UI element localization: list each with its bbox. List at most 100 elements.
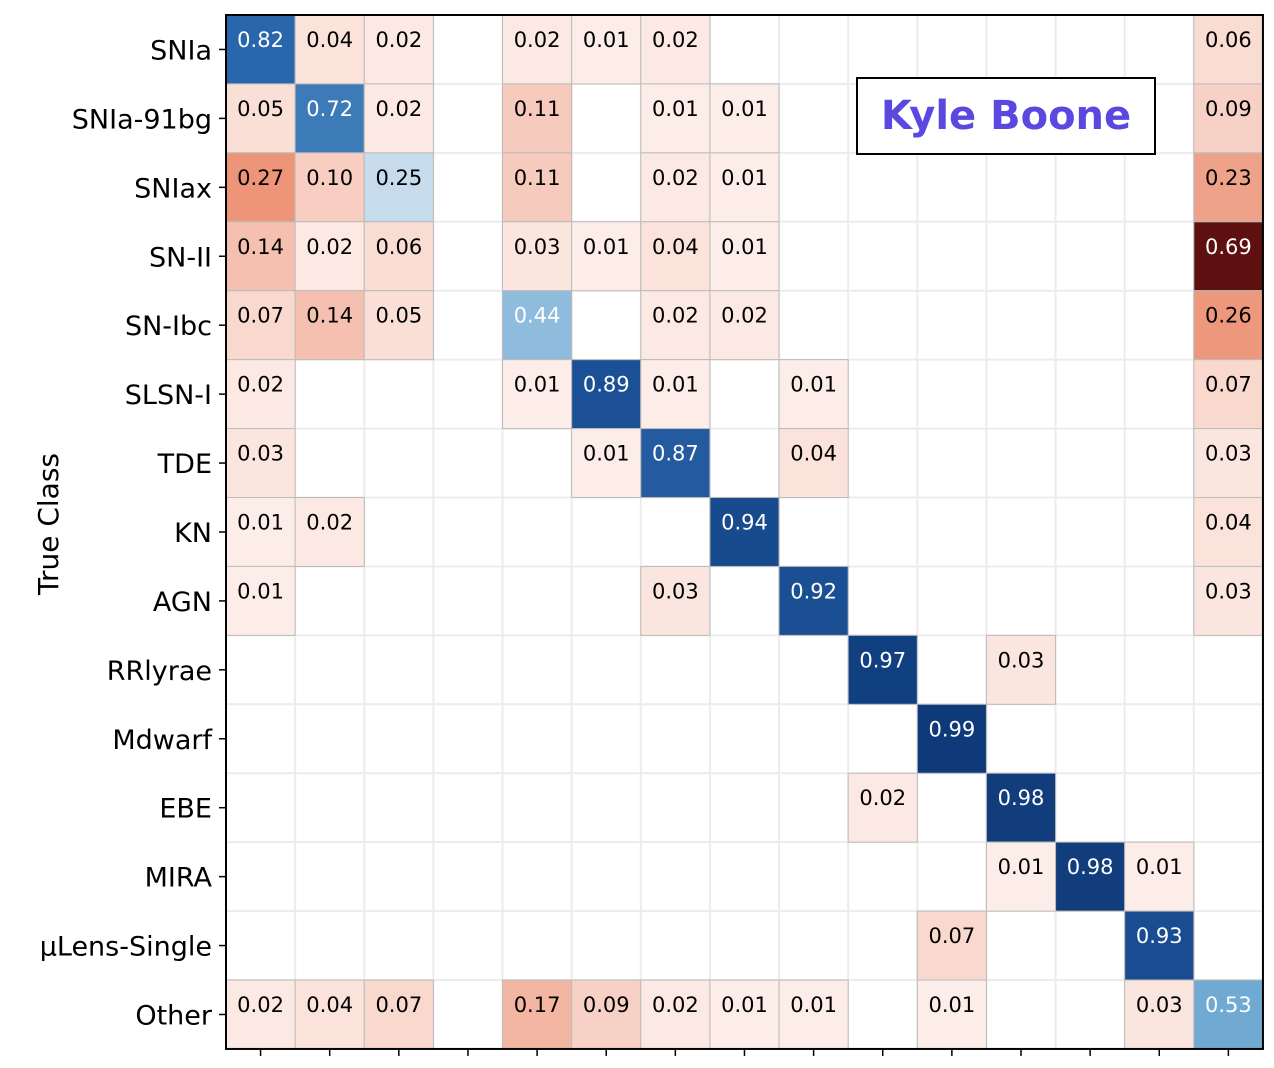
cell-value-label: 0.01 — [583, 28, 630, 52]
cell-value-label: 0.03 — [237, 442, 284, 466]
matrix-cell — [1193, 152, 1264, 223]
cell-value-label: 0.07 — [237, 304, 284, 328]
cell-value-label: 0.01 — [237, 511, 284, 535]
cell-value-label: 0.02 — [652, 993, 699, 1017]
y-tick-label: Other — [135, 1000, 213, 1031]
matrix-cell — [502, 359, 573, 430]
cell-value-label: 0.04 — [790, 442, 837, 466]
matrix-cell — [916, 910, 987, 981]
cell-value-label: 0.02 — [859, 786, 906, 810]
matrix-cell — [1193, 290, 1264, 361]
matrix-cell — [847, 772, 918, 843]
matrix-cell — [709, 152, 780, 223]
matrix-cell — [778, 979, 849, 1050]
matrix-cell — [225, 290, 296, 361]
cell-value-label: 0.05 — [237, 97, 284, 121]
cell-value-label: 0.01 — [790, 373, 837, 397]
cell-value-label: 0.11 — [514, 97, 561, 121]
matrix-cell — [502, 979, 573, 1050]
matrix-cell — [1193, 359, 1264, 430]
matrix-cell — [778, 359, 849, 430]
matrix-cell — [1055, 841, 1126, 912]
matrix-cell — [640, 565, 711, 636]
matrix-cell — [1193, 565, 1264, 636]
matrix-cell — [363, 83, 434, 154]
cell-value-label: 0.07 — [375, 993, 422, 1017]
cell-value-label: 0.03 — [998, 648, 1045, 672]
cell-value-label: 0.02 — [375, 97, 422, 121]
cell-value-label: 0.89 — [583, 373, 630, 397]
cell-value-label: 0.93 — [1136, 924, 1183, 948]
y-tick-label: AGN — [153, 587, 212, 618]
matrix-cell — [363, 152, 434, 223]
matrix-cell — [1193, 14, 1264, 85]
cell-value-label: 0.01 — [1136, 855, 1183, 879]
matrix-cell — [1193, 83, 1264, 154]
y-tick-label: Mdwarf — [112, 725, 213, 756]
matrix-cell — [709, 290, 780, 361]
matrix-cell — [571, 14, 642, 85]
matrix-cell — [640, 221, 711, 292]
y-axis-label: True Class — [32, 453, 65, 596]
matrix-cell — [778, 428, 849, 499]
matrix-cell — [1193, 428, 1264, 499]
matrix-cell — [1193, 979, 1264, 1050]
cell-value-label: 0.03 — [514, 235, 561, 259]
cell-value-label: 0.82 — [237, 28, 284, 52]
cell-value-label: 0.14 — [306, 304, 353, 328]
cell-value-label: 0.98 — [1067, 855, 1114, 879]
matrix-cell — [640, 359, 711, 430]
matrix-cell — [571, 428, 642, 499]
y-tick-label: SNIa-91bg — [72, 104, 212, 135]
matrix-cell — [571, 359, 642, 430]
cell-value-label: 0.53 — [1205, 993, 1252, 1017]
cell-value-label: 0.23 — [1205, 166, 1252, 190]
cell-value-label: 0.72 — [306, 97, 353, 121]
cell-value-label: 0.02 — [375, 28, 422, 52]
cell-value-label: 0.26 — [1205, 304, 1252, 328]
y-tick-label: EBE — [159, 794, 212, 825]
cell-value-label: 0.01 — [721, 166, 768, 190]
cell-value-label: 0.03 — [1205, 579, 1252, 603]
matrix-cell — [225, 359, 296, 430]
y-tick-label: RRlyrae — [107, 656, 212, 687]
cell-value-label: 0.03 — [652, 579, 699, 603]
cell-value-label: 0.01 — [721, 97, 768, 121]
y-tick-label: SNIax — [134, 173, 212, 204]
cell-value-label: 0.04 — [1205, 511, 1252, 535]
y-tick-label: MIRA — [145, 863, 213, 894]
matrix-cell — [847, 634, 918, 705]
y-tick-label: SLSN-I — [125, 380, 212, 411]
cell-value-label: 0.10 — [306, 166, 353, 190]
matrix-cell — [225, 497, 296, 567]
cell-value-label: 0.01 — [583, 235, 630, 259]
cell-value-label: 0.06 — [1205, 28, 1252, 52]
matrix-cell — [1124, 841, 1195, 912]
cell-value-label: 0.01 — [514, 373, 561, 397]
matrix-cell — [1193, 497, 1264, 567]
cell-value-label: 0.87 — [652, 442, 699, 466]
cell-value-label: 0.02 — [652, 166, 699, 190]
cell-value-label: 0.98 — [998, 786, 1045, 810]
matrix-cell — [502, 152, 573, 223]
cell-value-label: 0.02 — [721, 304, 768, 328]
cell-value-label: 0.04 — [652, 235, 699, 259]
cell-value-label: 0.01 — [790, 993, 837, 1017]
cell-value-label: 0.01 — [652, 97, 699, 121]
cell-value-label: 0.97 — [859, 648, 906, 672]
cell-value-label: 0.02 — [237, 993, 284, 1017]
y-tick-label: TDE — [157, 449, 212, 480]
row-tick-labels: SNIa SNIa-91bg SNIax SN-II SN-Ibc SLSN-I TDE KN… — [40, 35, 1230, 1056]
matrix-cell — [985, 634, 1057, 705]
cell-value-label: 0.06 — [375, 235, 422, 259]
cell-value-label: 0.02 — [514, 28, 561, 52]
cell-value-label: 0.05 — [375, 304, 422, 328]
cell-value-label: 0.01 — [237, 579, 284, 603]
cell-value-label: 0.01 — [652, 373, 699, 397]
y-tick-label: SN-Ibc — [125, 311, 212, 342]
matrix-cell — [294, 83, 365, 154]
cell-value-label: 0.01 — [998, 855, 1045, 879]
matrix-cell — [640, 428, 711, 499]
cell-value-label: 0.09 — [1205, 97, 1252, 121]
cell-value-label: 0.02 — [652, 28, 699, 52]
